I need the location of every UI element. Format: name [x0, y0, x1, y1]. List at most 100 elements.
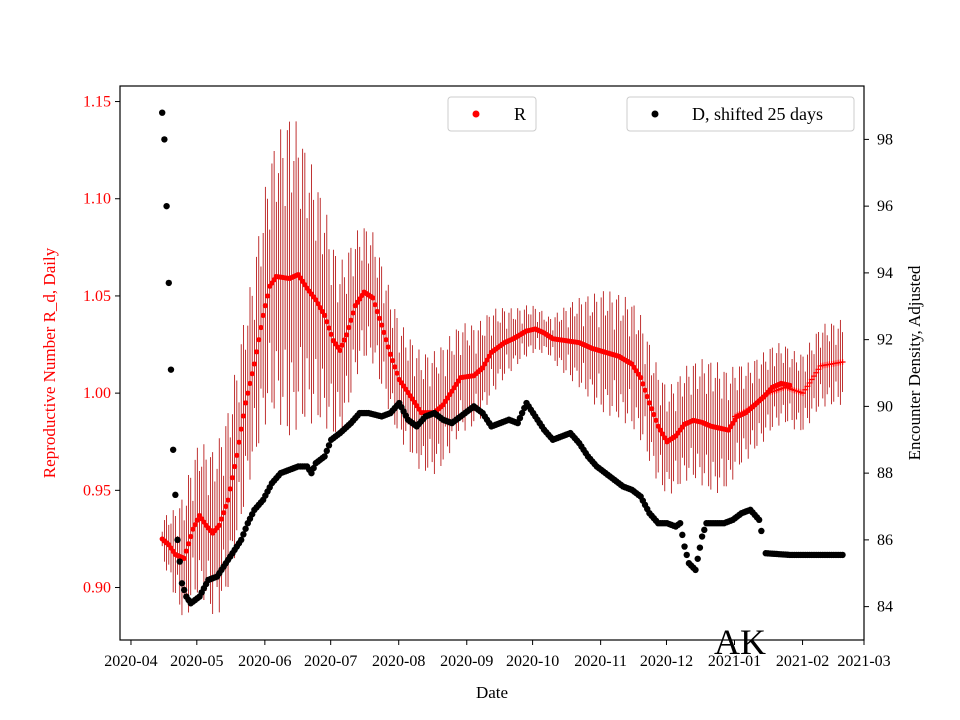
r-point	[640, 381, 646, 387]
d-point	[161, 136, 168, 143]
legend-r-box	[447, 96, 537, 132]
r-point	[247, 380, 253, 387]
d-point	[681, 543, 688, 550]
r-late-point	[813, 369, 820, 376]
r-point	[394, 370, 400, 376]
r-point	[379, 322, 385, 328]
d-point	[676, 519, 684, 527]
r-point	[234, 452, 240, 458]
plot-frame	[119, 85, 865, 641]
y-left-tick-label: 0.90	[83, 580, 111, 597]
d-point	[165, 279, 172, 287]
d-point	[514, 419, 521, 427]
r-point	[190, 526, 196, 532]
r-point	[383, 337, 389, 343]
d-point	[694, 555, 701, 562]
legend-d-label: D, shifted 25 days	[692, 104, 823, 124]
r-point	[324, 319, 330, 325]
y-right-tick-label: 86	[877, 532, 893, 549]
d-point	[698, 533, 706, 540]
r-point	[657, 427, 663, 433]
r-point	[390, 357, 396, 364]
y-left-tick-label: 0.95	[83, 482, 111, 499]
r-point	[638, 374, 644, 381]
d-point	[696, 544, 704, 551]
d-point	[701, 526, 708, 534]
d-point	[178, 580, 186, 587]
y-right-tick-label: 92	[877, 332, 893, 349]
x-tick-label: 2020-07	[304, 653, 357, 670]
r-point	[256, 337, 262, 343]
d-point	[758, 527, 765, 535]
x-tick-label: 2020-12	[640, 653, 693, 670]
d-point	[839, 551, 846, 559]
r-point	[313, 297, 319, 303]
d-point	[755, 516, 763, 524]
r-point	[319, 308, 326, 315]
r-point	[653, 417, 659, 423]
r-point	[242, 400, 249, 406]
d-point	[167, 366, 175, 373]
r-point	[484, 357, 490, 363]
r-point	[659, 431, 666, 437]
y-left-tick-label: 1.10	[83, 191, 111, 208]
d-point	[169, 446, 177, 453]
r-point	[348, 317, 354, 323]
r-point	[264, 293, 271, 299]
r-point	[392, 364, 398, 370]
r-late-point	[802, 386, 809, 393]
d-point	[516, 414, 524, 422]
r-point	[337, 347, 343, 353]
r-point	[644, 393, 650, 400]
r-point	[236, 439, 242, 445]
r-point	[185, 541, 192, 547]
y-right-axis-label: Encounter Density, Adjusted	[905, 265, 924, 460]
d-point	[240, 531, 247, 538]
r-late-point	[804, 383, 811, 390]
r-point	[482, 361, 488, 367]
d-point	[158, 109, 166, 116]
y-right-tick-label: 90	[877, 398, 893, 415]
x-axis-label: Date	[476, 683, 508, 702]
r-point	[350, 310, 356, 316]
d-point	[238, 536, 245, 544]
d-point	[308, 469, 315, 477]
r-point	[240, 413, 247, 419]
r-point	[245, 390, 251, 396]
x-axis: 2020-04 2020-05 2020-06 2020-07 2020-08 2020-…	[104, 640, 891, 670]
x-tick-label: 2021-02	[776, 653, 829, 670]
y-right-axis: 84 86 88 90 92 94 96 98	[864, 131, 893, 616]
r-point	[218, 516, 225, 522]
r-point	[646, 400, 653, 406]
r-point	[249, 371, 255, 377]
r-point	[194, 517, 200, 523]
y-right-tick-label: 96	[877, 198, 893, 215]
r-point	[376, 315, 383, 321]
y-right-tick-label: 94	[877, 265, 893, 282]
d-point	[518, 409, 526, 417]
r-point	[480, 365, 486, 371]
r-point	[183, 548, 189, 554]
y-right-tick-label: 88	[877, 465, 893, 482]
y-right-tick-label: 98	[877, 131, 893, 148]
r-point	[223, 503, 229, 509]
d-point	[692, 566, 699, 574]
x-tick-label: 2020-06	[238, 653, 291, 670]
r-point	[225, 497, 231, 503]
r-point	[649, 406, 655, 412]
legend-r-label: R	[514, 104, 526, 124]
d-point	[242, 525, 249, 532]
r-point	[339, 342, 345, 348]
r-point	[662, 435, 668, 441]
d-point	[325, 442, 333, 449]
r-point	[341, 337, 347, 343]
r-point	[326, 325, 332, 331]
r-point	[346, 324, 352, 331]
r-point	[387, 351, 394, 357]
r-late-point	[839, 359, 846, 366]
r-point	[221, 510, 227, 516]
legend-r-marker	[472, 110, 480, 118]
d-point	[321, 453, 328, 460]
legend-d-box	[626, 96, 855, 132]
legend-r: R	[447, 96, 537, 132]
